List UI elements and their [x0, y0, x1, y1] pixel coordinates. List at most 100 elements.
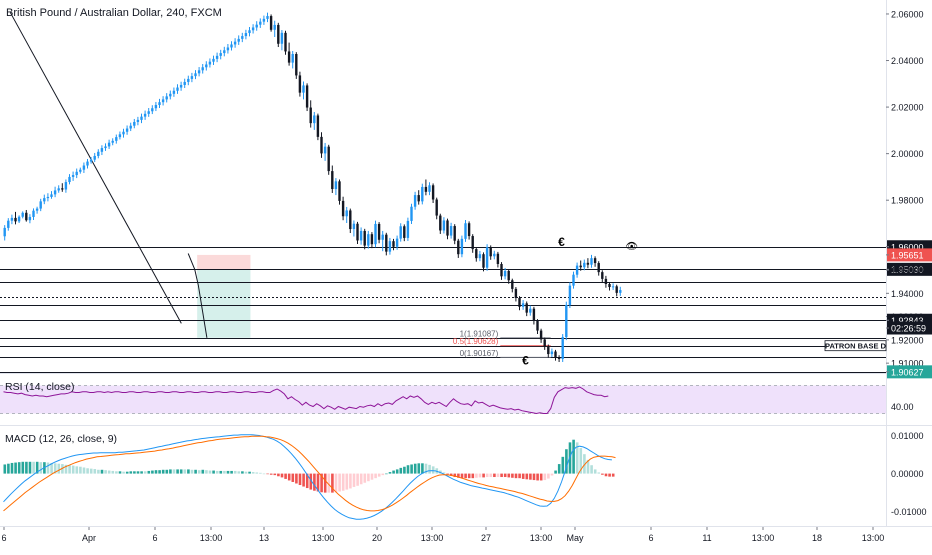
candle-body — [115, 137, 118, 141]
candle-body — [593, 258, 597, 264]
macd-histogram-bar — [194, 469, 197, 474]
candle-body — [197, 70, 201, 74]
price-axis-label: 1.95000 — [891, 266, 924, 276]
candle-body — [413, 195, 417, 207]
macd-histogram-bar — [395, 469, 399, 474]
candle-body — [575, 265, 579, 275]
candle-body — [482, 254, 485, 268]
candle-body — [140, 116, 143, 120]
macd-histogram-bar — [241, 471, 244, 474]
price-axis-label: 2.02000 — [891, 103, 924, 113]
candle-body — [586, 262, 590, 265]
euro-annotation: € — [522, 353, 529, 367]
candle-body — [583, 262, 586, 268]
candle-body — [284, 32, 287, 52]
macd-histogram-bar — [493, 473, 496, 478]
macd-histogram-bar — [46, 462, 50, 474]
take-profit-zone — [197, 269, 251, 338]
macd-histogram-bar — [187, 469, 190, 474]
price-axis-label: 2.06000 — [891, 9, 924, 19]
macd-histogram-bar — [277, 473, 280, 477]
macd-histogram-bar — [449, 473, 453, 476]
candle-body — [442, 220, 446, 231]
candle-body — [68, 176, 71, 183]
macd-histogram-bar — [269, 473, 273, 475]
macd-histogram-bar — [417, 463, 421, 474]
macd-histogram-bar — [489, 473, 493, 478]
macd-histogram-bar — [309, 473, 313, 490]
macd-histogram-bar — [3, 464, 7, 474]
macd-histogram-bar — [17, 462, 21, 474]
candle-body — [543, 339, 546, 347]
candle-body — [485, 247, 489, 268]
candle-body — [320, 136, 323, 154]
price-axis-label: 1.98000 — [891, 196, 924, 206]
price-axis-label: 2.04000 — [891, 56, 924, 66]
candle-body — [392, 241, 395, 247]
macd-histogram-bar — [338, 473, 341, 492]
candle-body — [316, 115, 320, 137]
price-axis-label: 02:26:59 — [891, 324, 926, 334]
candle-body — [21, 212, 24, 217]
macd-histogram-bar — [399, 467, 403, 474]
candle-body — [561, 337, 564, 359]
rsi-band — [0, 385, 886, 414]
candle-body — [125, 128, 129, 132]
candle-body — [266, 16, 269, 19]
candle-body — [14, 217, 17, 222]
macd-histogram-bar — [244, 471, 248, 474]
candle-body — [356, 223, 359, 241]
macd-histogram-bar — [287, 473, 291, 481]
macd-histogram-bar — [226, 470, 230, 474]
macd-histogram-bar — [201, 469, 205, 474]
macd-histogram-bar — [280, 473, 284, 478]
candle-body — [539, 330, 543, 340]
macd-histogram-bar — [431, 466, 435, 474]
macd-histogram-bar — [514, 473, 518, 479]
candle-body — [100, 148, 104, 152]
macd-histogram-bar — [424, 463, 428, 474]
candle-body — [496, 253, 500, 264]
macd-histogram-bar — [478, 473, 482, 478]
candle-body — [453, 226, 456, 241]
candle-body — [428, 185, 431, 192]
candle-body — [503, 270, 507, 277]
macd-histogram-bar — [205, 470, 208, 474]
price-axis-label: 1.90627 — [891, 367, 924, 377]
macd-histogram-bar — [115, 471, 118, 474]
macd-histogram-bar — [230, 470, 233, 474]
macd-histogram-bar — [331, 473, 334, 493]
macd-histogram-bar — [583, 454, 586, 474]
macd-histogram-bar — [482, 473, 485, 478]
macd-histogram-bar — [223, 470, 226, 474]
macd-histogram-bar — [161, 469, 165, 474]
macd-histogram-bar — [536, 473, 539, 481]
macd-histogram-bar — [460, 473, 464, 479]
macd-histogram-bar — [14, 462, 17, 474]
stop-loss-zone — [197, 254, 251, 270]
candle-body — [521, 303, 525, 307]
candle-body — [147, 111, 150, 114]
macd-histogram-bar — [237, 471, 241, 474]
macd-histogram-bar — [323, 473, 327, 493]
macd-histogram-bar — [539, 473, 543, 481]
candle-body — [291, 54, 294, 63]
candle-body — [57, 188, 60, 191]
candle-body — [313, 115, 316, 124]
candle-body — [133, 121, 136, 126]
candle-body — [61, 188, 64, 190]
price-axis-label: 1.91000 — [891, 359, 924, 369]
candle-body — [331, 171, 334, 190]
candle-body — [277, 24, 280, 44]
candle-body — [295, 54, 298, 76]
macd-histogram-bar — [421, 463, 424, 474]
macd-histogram-bar — [39, 462, 43, 474]
candle-body — [550, 351, 554, 355]
macd-histogram-bar — [500, 473, 503, 478]
candle-body — [345, 210, 348, 217]
candle-body — [554, 351, 557, 358]
candle-body — [183, 81, 186, 85]
candle-body — [341, 200, 345, 217]
macd-histogram-bar — [428, 464, 431, 474]
